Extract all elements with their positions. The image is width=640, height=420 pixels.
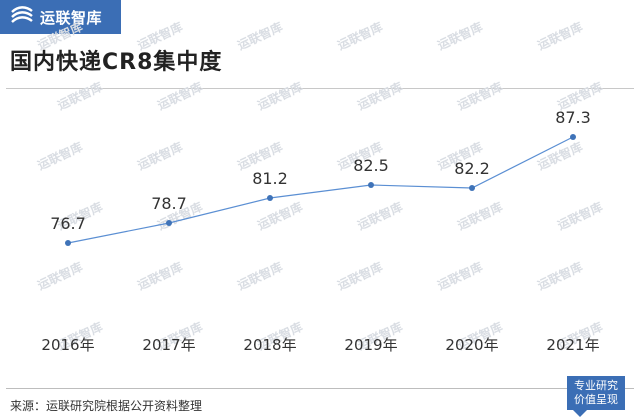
x-tick-label: 2019年 (344, 336, 397, 354)
data-label: 78.7 (151, 194, 187, 213)
brand-name: 运联智库 (40, 8, 103, 27)
chart-title: 国内快递CR8集中度 (10, 50, 223, 75)
watermark-text: 运联智库 (155, 79, 205, 113)
title-divider (6, 88, 634, 89)
badge-line-2: 价值呈现 (574, 393, 618, 406)
badge-line-1: 专业研究 (574, 379, 618, 392)
watermark-text: 运联智库 (435, 259, 485, 293)
watermark-text: 运联智库 (455, 199, 505, 233)
watermark-text: 运联智库 (135, 19, 185, 53)
watermark-text: 运联智库 (355, 199, 405, 233)
brand-logo-icon (11, 6, 33, 23)
data-points (65, 134, 576, 246)
watermark-text: 运联智库 (255, 199, 305, 233)
watermark-text: 运联智库 (35, 259, 85, 293)
corner-badge: 专业研究 价值呈现 (567, 376, 625, 417)
x-tick-label: 2017年 (142, 336, 195, 354)
watermark-text: 运联智库 (455, 79, 505, 113)
watermark-text: 运联智库 (35, 139, 85, 173)
watermark-text: 运联智库 (355, 79, 405, 113)
source-note: 来源：运联研究院根据公开资料整理 (10, 399, 203, 413)
data-label: 81.2 (252, 169, 288, 188)
watermark-text: 运联智库 (235, 139, 285, 173)
series-line (67, 136, 574, 244)
data-point (570, 134, 576, 140)
data-point (65, 240, 71, 246)
watermark-text: 运联智库 (135, 139, 185, 173)
watermark-text: 运联智库 (435, 19, 485, 53)
data-point (368, 182, 374, 188)
x-tick-label: 2018年 (243, 336, 296, 354)
data-label: 82.5 (353, 156, 389, 175)
watermark-text: 运联智库 (255, 79, 305, 113)
data-label: 76.7 (50, 214, 86, 233)
watermark-text: 运联智库 (555, 199, 605, 233)
data-point (166, 220, 172, 226)
data-labels: 76.7 78.7 81.2 82.5 82.2 87.3 (50, 108, 591, 233)
watermark-text: 运联智库 (535, 259, 585, 293)
footer-divider (6, 388, 634, 389)
watermark-text: 运联智库 (35, 19, 85, 53)
x-tick-label: 2016年 (41, 336, 94, 354)
watermark-text: 运联智库 (235, 19, 285, 53)
data-label: 87.3 (555, 108, 591, 127)
data-point (267, 195, 273, 201)
x-tick-label: 2021年 (546, 336, 599, 354)
brand-tag: 运联智库 (0, 0, 121, 34)
data-label: 82.2 (454, 159, 490, 178)
watermark-text: 运联智库 (235, 259, 285, 293)
watermark-text: 运联智库 (335, 19, 385, 53)
x-axis-ticks: 2016年 2017年 2018年 2019年 2020年 2021年 (41, 336, 599, 354)
watermark-text: 运联智库 (135, 259, 185, 293)
watermark-text: 运联智库 (55, 79, 105, 113)
x-tick-label: 2020年 (445, 336, 498, 354)
watermark-text: 运联智库 (535, 19, 585, 53)
data-point (469, 185, 475, 191)
watermark-text: 运联智库 (335, 259, 385, 293)
